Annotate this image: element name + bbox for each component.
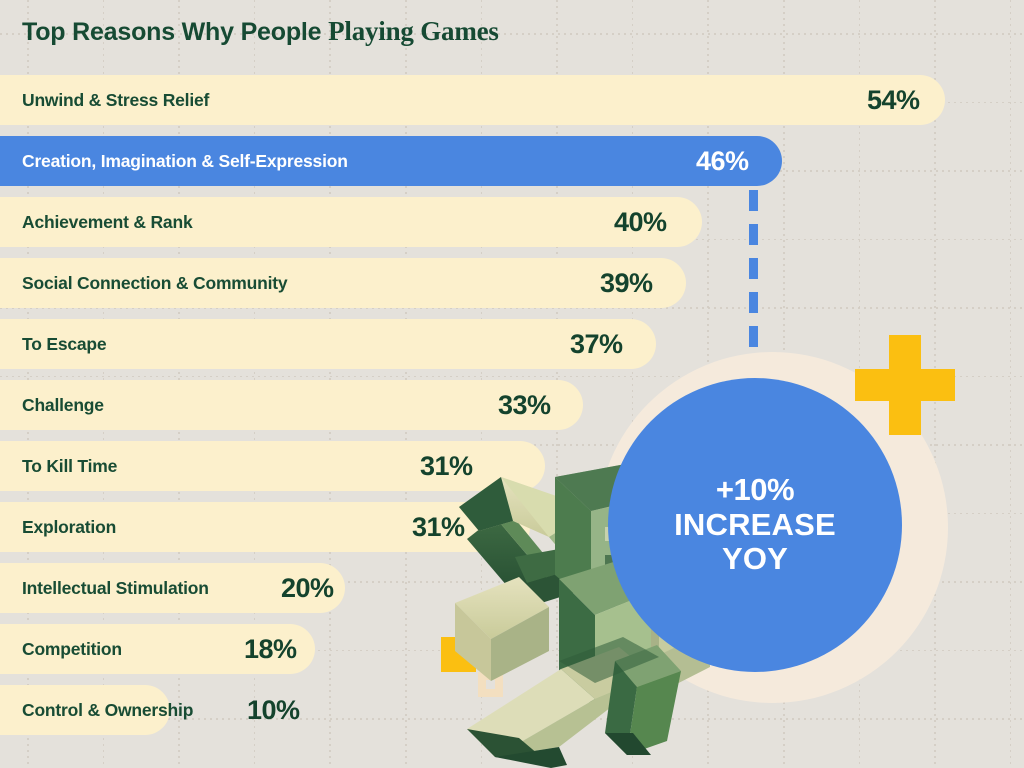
bar-value-label: 54% bbox=[867, 84, 920, 115]
bar-label-wrap: To Escape bbox=[22, 319, 107, 369]
bar-fill bbox=[0, 197, 702, 247]
yoy-increase-badge: +10% INCREASE YOY bbox=[608, 378, 902, 672]
bar-category-label: To Escape bbox=[22, 333, 107, 354]
bar-category-label: Competition bbox=[22, 638, 122, 659]
bar-label-wrap: Exploration bbox=[22, 502, 116, 552]
grid-vline bbox=[1009, 0, 1012, 768]
bar-category-label: Social Connection & Community bbox=[22, 272, 288, 293]
bar-row: Control & Ownership 10% bbox=[0, 685, 1024, 735]
bar-label-wrap: Social Connection & Community bbox=[22, 258, 288, 308]
bar-category-label: Creation, Imagination & Self-Expression bbox=[22, 150, 348, 171]
bar-label-wrap: Intellectual Stimulation bbox=[22, 563, 209, 613]
bar-label-wrap: Creation, Imagination & Self-Expression bbox=[22, 136, 348, 186]
bar-row: Social Connection & Community 39% bbox=[0, 258, 1024, 308]
page-title: Top Reasons Why People Playing Games bbox=[22, 16, 499, 47]
bar-fill bbox=[0, 75, 945, 125]
bar-fill bbox=[0, 685, 170, 735]
bar-value-label: 37% bbox=[570, 328, 623, 359]
bar-row: Exploration 31% bbox=[0, 502, 1024, 552]
bar-fill bbox=[0, 502, 530, 552]
bar-row: Unwind & Stress Relief 54% bbox=[0, 75, 1024, 125]
bar-category-label: Exploration bbox=[22, 516, 117, 537]
grid-hline bbox=[0, 33, 1024, 35]
bar-value-label: 46% bbox=[696, 145, 749, 176]
badge-line-1: +10% bbox=[715, 471, 795, 507]
bar-fill bbox=[0, 258, 686, 308]
bar-label-wrap: Unwind & Stress Relief bbox=[22, 75, 209, 125]
bar-value-label: 10% bbox=[247, 694, 300, 725]
bar-value-label: 33% bbox=[498, 389, 551, 420]
title-text-main: Top Reasons Why People bbox=[22, 18, 329, 46]
grid-hline bbox=[0, 375, 1024, 377]
bar-label-wrap: Achievement & Rank bbox=[22, 197, 193, 247]
dashed-connector-line bbox=[749, 190, 758, 355]
bar-fill bbox=[0, 624, 315, 674]
bar-row: To Kill Time 31% bbox=[0, 441, 1024, 491]
bar-chart: Unwind & Stress Relief 54% Creation, Imagi… bbox=[0, 75, 1024, 746]
bar-label-wrap: To Kill Time bbox=[22, 441, 117, 491]
bar-value-label: 40% bbox=[614, 206, 667, 237]
bar-category-label: Intellectual Stimulation bbox=[22, 577, 209, 598]
bar-fill bbox=[0, 380, 583, 430]
bar-category-label: Challenge bbox=[22, 394, 104, 415]
bar-fill bbox=[0, 319, 656, 369]
badge-line-3: YOY bbox=[721, 541, 789, 577]
bar-value-label: 20% bbox=[281, 572, 334, 603]
bar-category-label: To Kill Time bbox=[22, 455, 118, 476]
title-text-accent: Playing Games bbox=[328, 16, 499, 46]
bar-row: Achievement & Rank 40% bbox=[0, 197, 1024, 247]
bar-label-wrap: Competition bbox=[22, 624, 122, 674]
bar-label-wrap: Control & Ownership bbox=[22, 685, 193, 735]
bar-row: Competition 18% bbox=[0, 624, 1024, 674]
bar-value-label: 39% bbox=[600, 267, 653, 298]
bar-row: Creation, Imagination & Self-Expression 4… bbox=[0, 136, 1024, 186]
bar-label-wrap: Challenge bbox=[22, 380, 104, 430]
bar-row: Challenge 33% bbox=[0, 380, 1024, 430]
bar-row: Intellectual Stimulation 20% bbox=[0, 563, 1024, 613]
bar-fill bbox=[0, 441, 545, 491]
plus-shape-icon bbox=[855, 335, 955, 435]
bar-fill bbox=[0, 136, 782, 186]
grid-vline bbox=[631, 0, 634, 768]
bar-value-label: 31% bbox=[412, 511, 465, 542]
bar-category-label: Control & Ownership bbox=[22, 699, 194, 720]
bar-fill bbox=[0, 563, 345, 613]
badge-line-2: INCREASE bbox=[674, 506, 836, 542]
bar-category-label: Achievement & Rank bbox=[22, 211, 193, 232]
bar-value-label: 31% bbox=[420, 450, 473, 481]
bar-value-label: 18% bbox=[244, 633, 297, 664]
bar-category-label: Unwind & Stress Relief bbox=[22, 89, 210, 110]
bar-row: To Escape 37% bbox=[0, 319, 1024, 369]
